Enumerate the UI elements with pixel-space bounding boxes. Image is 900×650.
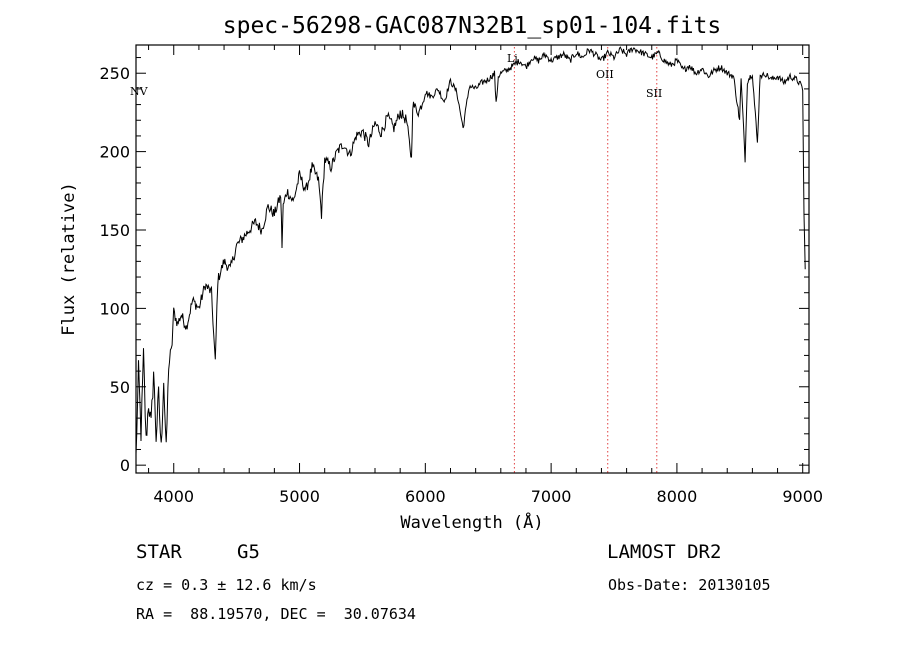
x-tick-label: 5000 xyxy=(279,487,320,506)
line-label-sii: SII xyxy=(646,87,662,100)
coordinates: RA = 88.19570, DEC = 30.07634 xyxy=(136,605,416,623)
object-subclass: G5 xyxy=(237,541,260,563)
spectral-line-markers: NV Li OII SII xyxy=(130,47,662,473)
y-tick-label: 50 xyxy=(110,378,130,397)
y-tick-label: 200 xyxy=(99,143,130,162)
x-tick-label: 9000 xyxy=(782,487,823,506)
line-label-nv: NV xyxy=(130,85,149,98)
y-tick-label: 100 xyxy=(99,299,130,318)
x-tick-label: 6000 xyxy=(405,487,446,506)
line-label-li: Li xyxy=(507,52,518,65)
plot-frame xyxy=(135,44,810,474)
x-axis-label: Wavelength (Å) xyxy=(400,511,543,533)
redshift-info: cz = 0.3 ± 12.6 km/s xyxy=(136,576,317,594)
spectrum-line xyxy=(135,46,806,454)
y-axis-ticks: 0 50 100 150 200 250 xyxy=(99,57,809,475)
y-tick-label: 150 xyxy=(99,221,130,240)
y-axis-label: Flux (relative) xyxy=(59,182,79,336)
x-axis-ticks: 4000 5000 6000 7000 8000 9000 xyxy=(148,45,823,506)
chart-title: spec-56298-GAC087N32B1_sp01-104.fits xyxy=(223,13,722,39)
x-tick-label: 7000 xyxy=(531,487,572,506)
y-tick-label: 250 xyxy=(99,64,130,83)
x-tick-label: 4000 xyxy=(153,487,194,506)
object-class: STAR xyxy=(136,541,182,563)
y-tick-label: 0 xyxy=(120,456,130,475)
survey-name: LAMOST DR2 xyxy=(607,541,722,563)
line-label-oii: OII xyxy=(596,68,614,81)
x-tick-label: 8000 xyxy=(657,487,698,506)
observation-date: Obs-Date: 20130105 xyxy=(608,576,771,594)
